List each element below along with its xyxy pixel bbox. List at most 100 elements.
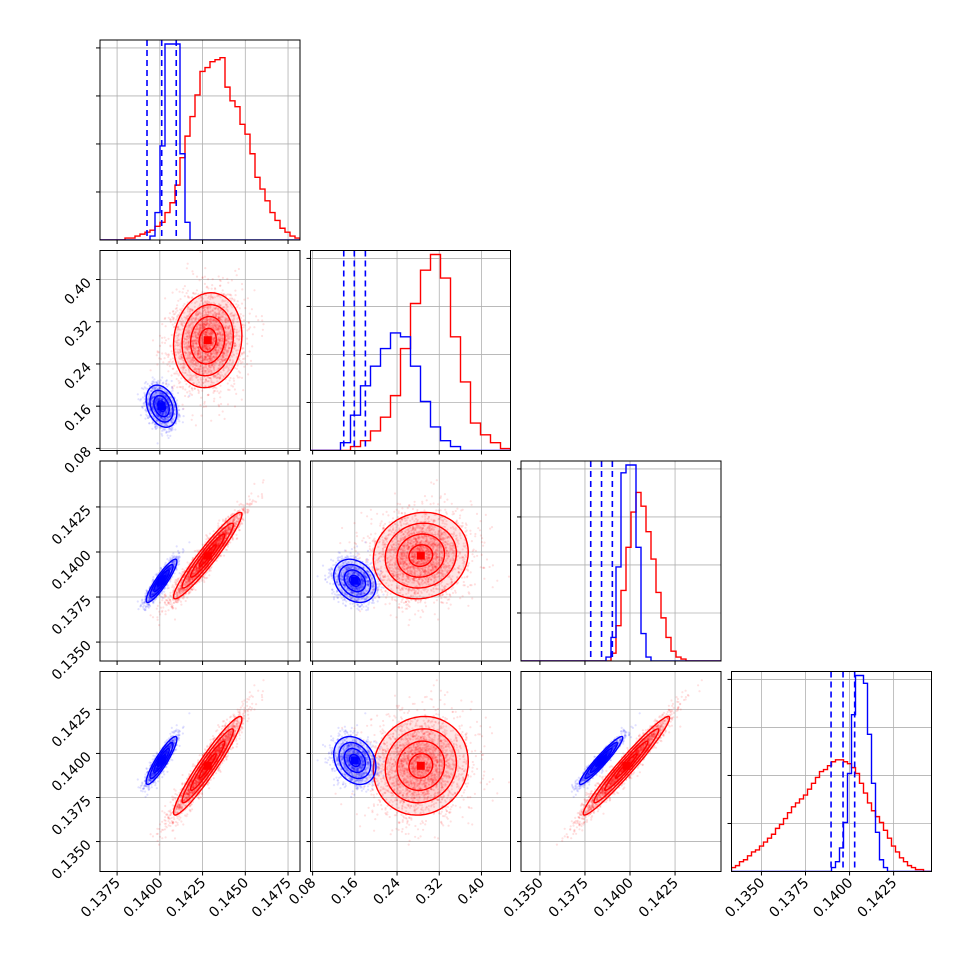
- sample-point: [227, 369, 230, 372]
- sample-point: [219, 375, 222, 378]
- sample-point: [151, 421, 155, 424]
- sample-point: [168, 312, 171, 315]
- sample-point: [186, 314, 189, 318]
- sample-point: [214, 326, 218, 329]
- sample-point: [218, 332, 222, 336]
- sample-point: [189, 364, 192, 367]
- sample-point: [204, 356, 207, 359]
- sample-point: [192, 291, 195, 294]
- sample-point: [211, 284, 214, 287]
- sample-point: [206, 367, 209, 370]
- sample-point: [220, 328, 223, 331]
- sample-point: [196, 336, 199, 339]
- sample-point: [206, 376, 209, 379]
- sample-point: [238, 503, 241, 506]
- sample-point: [226, 277, 229, 280]
- sample-point: [230, 279, 233, 282]
- sample-point: [203, 344, 206, 347]
- sample-point: [186, 596, 189, 599]
- sample-point: [162, 414, 165, 417]
- sample-point: [168, 365, 171, 368]
- sample-point: [236, 374, 239, 377]
- sample-point: [228, 342, 231, 345]
- sample-point: [175, 331, 178, 334]
- sample-point: [232, 379, 236, 382]
- sample-point: [204, 358, 207, 361]
- sample-point: [161, 413, 165, 416]
- sample-point: [183, 366, 186, 369]
- sample-point: [148, 422, 151, 425]
- contour-line: [181, 303, 235, 377]
- sample-point: [201, 389, 204, 392]
- sample-point: [201, 357, 204, 360]
- sample-point: [198, 329, 201, 332]
- sample-point: [218, 331, 221, 334]
- sample-point: [204, 369, 207, 372]
- sample-point: [161, 434, 164, 437]
- sample-point: [143, 398, 146, 401]
- sample-point: [197, 333, 200, 336]
- sample-point: [218, 340, 221, 343]
- sample-point: [229, 335, 232, 338]
- sample-point: [227, 320, 230, 323]
- y-tick-label: 0.16: [61, 402, 94, 435]
- sample-point: [171, 361, 174, 364]
- sample-point: [209, 364, 212, 367]
- sample-point: [158, 351, 161, 354]
- sample-point: [205, 323, 208, 326]
- sample-point: [175, 377, 178, 381]
- sample-point: [228, 325, 231, 328]
- sample-point: [182, 366, 186, 369]
- sample-point: [179, 349, 182, 353]
- sample-point: [218, 328, 221, 331]
- sample-point: [151, 387, 154, 390]
- sample-point: [151, 405, 154, 408]
- sample-point: [161, 336, 164, 339]
- sample-point: [177, 299, 180, 302]
- sample-point: [194, 312, 197, 315]
- sample-point: [186, 561, 189, 564]
- sample-point: [224, 349, 228, 352]
- sample-point: [229, 343, 233, 346]
- sample-point: [222, 334, 225, 337]
- sample-point: [203, 313, 206, 316]
- sample-point: [222, 338, 225, 341]
- sample-point: [251, 345, 254, 348]
- sample-point: [183, 351, 187, 354]
- sample-point: [207, 364, 210, 367]
- sample-point: [197, 312, 200, 315]
- sample-point: [208, 331, 211, 334]
- sample-point: [224, 359, 227, 362]
- sample-point: [176, 309, 179, 312]
- sample-point: [202, 354, 205, 357]
- sample-point: [179, 343, 182, 346]
- sample-point: [225, 325, 229, 328]
- sample-point: [222, 554, 226, 557]
- sample-point: [235, 367, 238, 370]
- sample-point: [151, 395, 154, 398]
- sample-point: [207, 310, 210, 314]
- sample-point: [248, 350, 251, 353]
- sample-point: [195, 340, 198, 343]
- sample-point: [186, 346, 190, 349]
- sample-point: [188, 336, 191, 339]
- sample-point: [220, 312, 223, 315]
- sample-point: [219, 336, 222, 339]
- sample-point: [197, 346, 200, 349]
- sample-point: [220, 327, 223, 330]
- sample-point: [218, 364, 221, 367]
- sample-point: [159, 387, 162, 390]
- sample-point: [227, 326, 230, 329]
- sample-point: [203, 355, 206, 359]
- sample-point: [162, 411, 165, 414]
- sample-point: [202, 372, 205, 375]
- sample-point: [174, 340, 177, 343]
- sample-point: [155, 354, 158, 357]
- sample-point: [226, 301, 229, 304]
- sample-point: [187, 342, 190, 345]
- sample-point: [168, 415, 171, 418]
- sample-point: [250, 308, 253, 311]
- sample-point: [182, 415, 185, 418]
- sample-point: [170, 387, 174, 390]
- sample-point: [215, 320, 218, 323]
